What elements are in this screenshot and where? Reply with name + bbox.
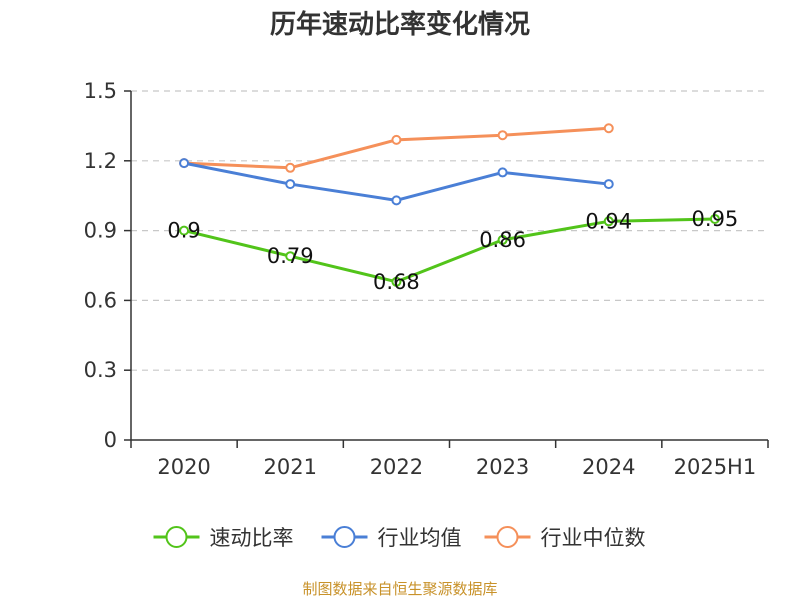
legend-item[interactable]: 行业均值 — [321, 526, 462, 550]
data-point — [391, 276, 402, 287]
data-label: 0.86 — [479, 228, 526, 252]
data-label: 0.68 — [373, 270, 420, 294]
data-label: 0.9 — [167, 219, 200, 243]
legend-item[interactable]: 行业中位数 — [484, 526, 646, 550]
data-point — [497, 130, 508, 141]
x-tick-label: 2020 — [157, 455, 210, 479]
x-tick-label: 2021 — [264, 455, 317, 479]
series-line — [183, 217, 715, 284]
legend-label: 行业中位数 — [541, 526, 646, 550]
data-point — [603, 123, 614, 134]
y-tick-label: 0 — [104, 428, 117, 452]
legend[interactable]: 速动比率 行业均值 行业中位数 — [153, 526, 646, 550]
x-tick-label: 2025H1 — [674, 455, 757, 479]
x-tick-label: 2022 — [370, 455, 423, 479]
legend-item[interactable]: 速动比率 — [153, 526, 294, 550]
legend-swatch-marker — [496, 526, 519, 548]
data-point — [285, 251, 296, 262]
data-point — [285, 162, 296, 173]
data-point — [285, 179, 296, 190]
data-point — [603, 216, 614, 227]
x-tick-label: 2024 — [582, 455, 635, 479]
data-point — [603, 179, 614, 190]
legend-label: 速动比率 — [210, 526, 294, 550]
data-point — [497, 234, 508, 245]
series-lines — [179, 123, 720, 287]
x-tick-label: 2023 — [476, 455, 529, 479]
series-line — [184, 126, 609, 170]
data-point — [179, 225, 190, 236]
source-note: 制图数据来自恒生聚源数据库 — [302, 580, 497, 598]
data-label: 0.94 — [585, 209, 632, 233]
legend-swatch-marker — [165, 526, 188, 548]
data-point — [497, 167, 508, 178]
legend-label: 行业均值 — [378, 526, 462, 550]
series-line — [183, 161, 609, 202]
y-tick-label: 0.6 — [84, 288, 117, 312]
chart-title: 历年速动比率变化情况 — [270, 9, 530, 40]
data-labels: 0.9 0.79 0.68 0.86 0.94 0.95 — [167, 207, 738, 294]
data-point — [179, 158, 190, 169]
y-tick-label: 0.9 — [84, 219, 117, 243]
axes: 0 0.3 0.6 0.9 1.2 1.5 2020 2021 2022 2023 2024 2025… — [84, 79, 769, 479]
y-tick-label: 0.3 — [84, 358, 117, 382]
y-tick-label: 1.2 — [84, 149, 117, 173]
data-label: 0.79 — [267, 244, 314, 268]
gridlines — [131, 90, 768, 371]
data-point — [391, 134, 402, 145]
data-point — [709, 213, 720, 224]
data-label: 0.95 — [692, 207, 739, 231]
data-point — [391, 195, 402, 206]
legend-swatch-marker — [333, 526, 356, 548]
y-tick-label: 1.5 — [84, 79, 117, 103]
